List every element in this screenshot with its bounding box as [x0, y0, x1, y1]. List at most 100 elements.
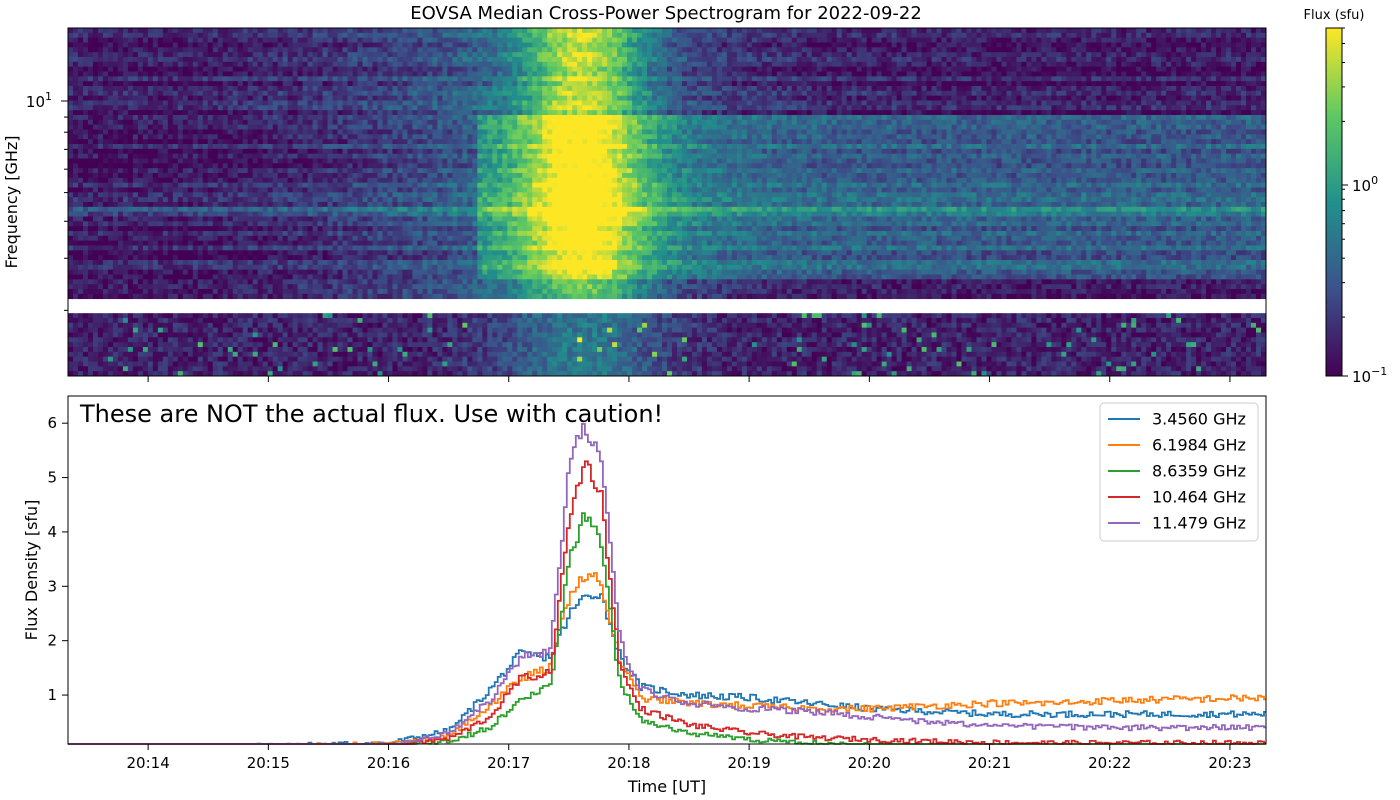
spectrogram-cell	[293, 76, 298, 81]
spectrogram-cell	[88, 76, 93, 81]
spectrogram-cell	[93, 125, 98, 130]
spectrogram-cell	[567, 72, 572, 77]
spectrogram-cell	[338, 47, 343, 52]
spectrogram-cell	[153, 57, 158, 62]
spectrogram-cell	[747, 38, 752, 43]
spectrogram-cell	[897, 86, 902, 91]
spectrogram-cell	[123, 105, 128, 110]
spectrogram-cell	[827, 86, 832, 91]
spectrogram-cell	[767, 43, 772, 48]
spectrogram-cell	[742, 105, 747, 110]
spectrogram-cell	[183, 86, 188, 91]
spectrogram-cell	[607, 115, 612, 120]
spectrogram-cell	[567, 47, 572, 52]
spectrogram-cell	[1066, 96, 1071, 101]
spectrogram-cell	[173, 120, 178, 125]
spectrogram-cell	[682, 96, 687, 101]
spectrogram-cell	[902, 57, 907, 62]
spectrogram-cell	[517, 28, 522, 33]
spectrogram-cell	[1256, 101, 1261, 106]
spectrogram-cell	[68, 101, 73, 106]
spectrogram-cell	[487, 96, 492, 101]
spectrogram-cell	[1181, 67, 1186, 72]
spectrogram-cell	[852, 120, 857, 125]
spectrogram-cell	[1201, 86, 1206, 91]
spectrogram-cell	[772, 105, 777, 110]
spectrogram-cell	[432, 38, 437, 43]
spectrogram-cell	[158, 76, 163, 81]
spectrogram-cell	[742, 67, 747, 72]
spectrogram-cell	[1131, 101, 1136, 106]
spectrogram-cell	[927, 52, 932, 57]
spectrogram-cell	[108, 43, 113, 48]
spectrogram-cell	[667, 52, 672, 57]
spectrogram-cell	[88, 120, 93, 125]
spectrogram-cell	[313, 76, 318, 81]
spectrogram-cell	[697, 81, 702, 86]
spectrogram-cell	[552, 110, 557, 115]
spectrogram-cell	[173, 81, 178, 86]
spectrogram-cell	[198, 96, 203, 101]
spectrogram-cell	[417, 96, 422, 101]
spectrogram-cell	[532, 43, 537, 48]
spectrogram-cell	[707, 43, 712, 48]
spectrogram-cell	[842, 52, 847, 57]
spectrogram-cell	[377, 101, 382, 106]
spectrogram-cell	[288, 101, 293, 106]
spectrogram-cell	[587, 38, 592, 43]
spectrogram-cell	[996, 110, 1001, 115]
spectrogram-cell	[932, 43, 937, 48]
spectrogram-cell	[1076, 76, 1081, 81]
spectrogram-cell	[857, 81, 862, 86]
spectrogram-cell	[1171, 72, 1176, 77]
spectrogram-cell	[318, 33, 323, 38]
spectrogram-cell	[68, 28, 73, 33]
spectrogram-cell	[627, 101, 632, 106]
spectrogram-cell	[248, 52, 253, 57]
spectrogram-cell	[857, 96, 862, 101]
spectrogram-cell	[228, 115, 233, 120]
spectrogram-cell	[892, 28, 897, 33]
spectrogram-cell	[971, 110, 976, 115]
spectrogram-cell	[1101, 115, 1106, 120]
spectrogram-cell	[617, 67, 622, 72]
spectrogram-cell	[967, 96, 972, 101]
spectrogram-cell	[1141, 115, 1146, 120]
spectrogram-cell	[1226, 101, 1231, 106]
spectrogram-cell	[812, 86, 817, 91]
spectrogram-cell	[258, 62, 263, 67]
spectrogram-cell	[313, 125, 318, 130]
spectrogram-cell	[1206, 28, 1211, 33]
spectrogram-cell	[986, 125, 991, 130]
spectrogram-cell	[882, 91, 887, 96]
spectrogram-cell	[552, 96, 557, 101]
spectrogram-cell	[1216, 115, 1221, 120]
spectrogram-cell	[213, 52, 218, 57]
spectrogram-cell	[1061, 110, 1066, 115]
spectrogram-cell	[981, 57, 986, 62]
spectrogram-cell	[882, 52, 887, 57]
spectrogram-cell	[802, 76, 807, 81]
spectrogram-cell	[832, 62, 837, 67]
spectrogram-cell	[88, 115, 93, 120]
spectrogram-cell	[1081, 91, 1086, 96]
spectrogram-cell	[1041, 43, 1046, 48]
spectrogram-cell	[787, 86, 792, 91]
spectrogram-cell	[862, 72, 867, 77]
spectrogram-cell	[877, 120, 882, 125]
spectrogram-cell	[1141, 101, 1146, 106]
spectrogram-cell	[792, 52, 797, 57]
spectrogram-cell	[482, 72, 487, 77]
spectrogram-cell	[68, 86, 73, 91]
spectrogram-cell	[532, 120, 537, 125]
spectrogram-cell	[712, 28, 717, 33]
spectrogram-cell	[188, 115, 193, 120]
spectrogram-cell	[922, 115, 927, 120]
spectrogram-cell	[922, 91, 927, 96]
spectrogram-cell	[293, 86, 298, 91]
spectrogram-cell	[962, 47, 967, 52]
spectrogram-cell	[897, 43, 902, 48]
spectrogram-cell	[93, 43, 98, 48]
spectrogram-cell	[328, 86, 333, 91]
spectrogram-cell	[407, 110, 412, 115]
